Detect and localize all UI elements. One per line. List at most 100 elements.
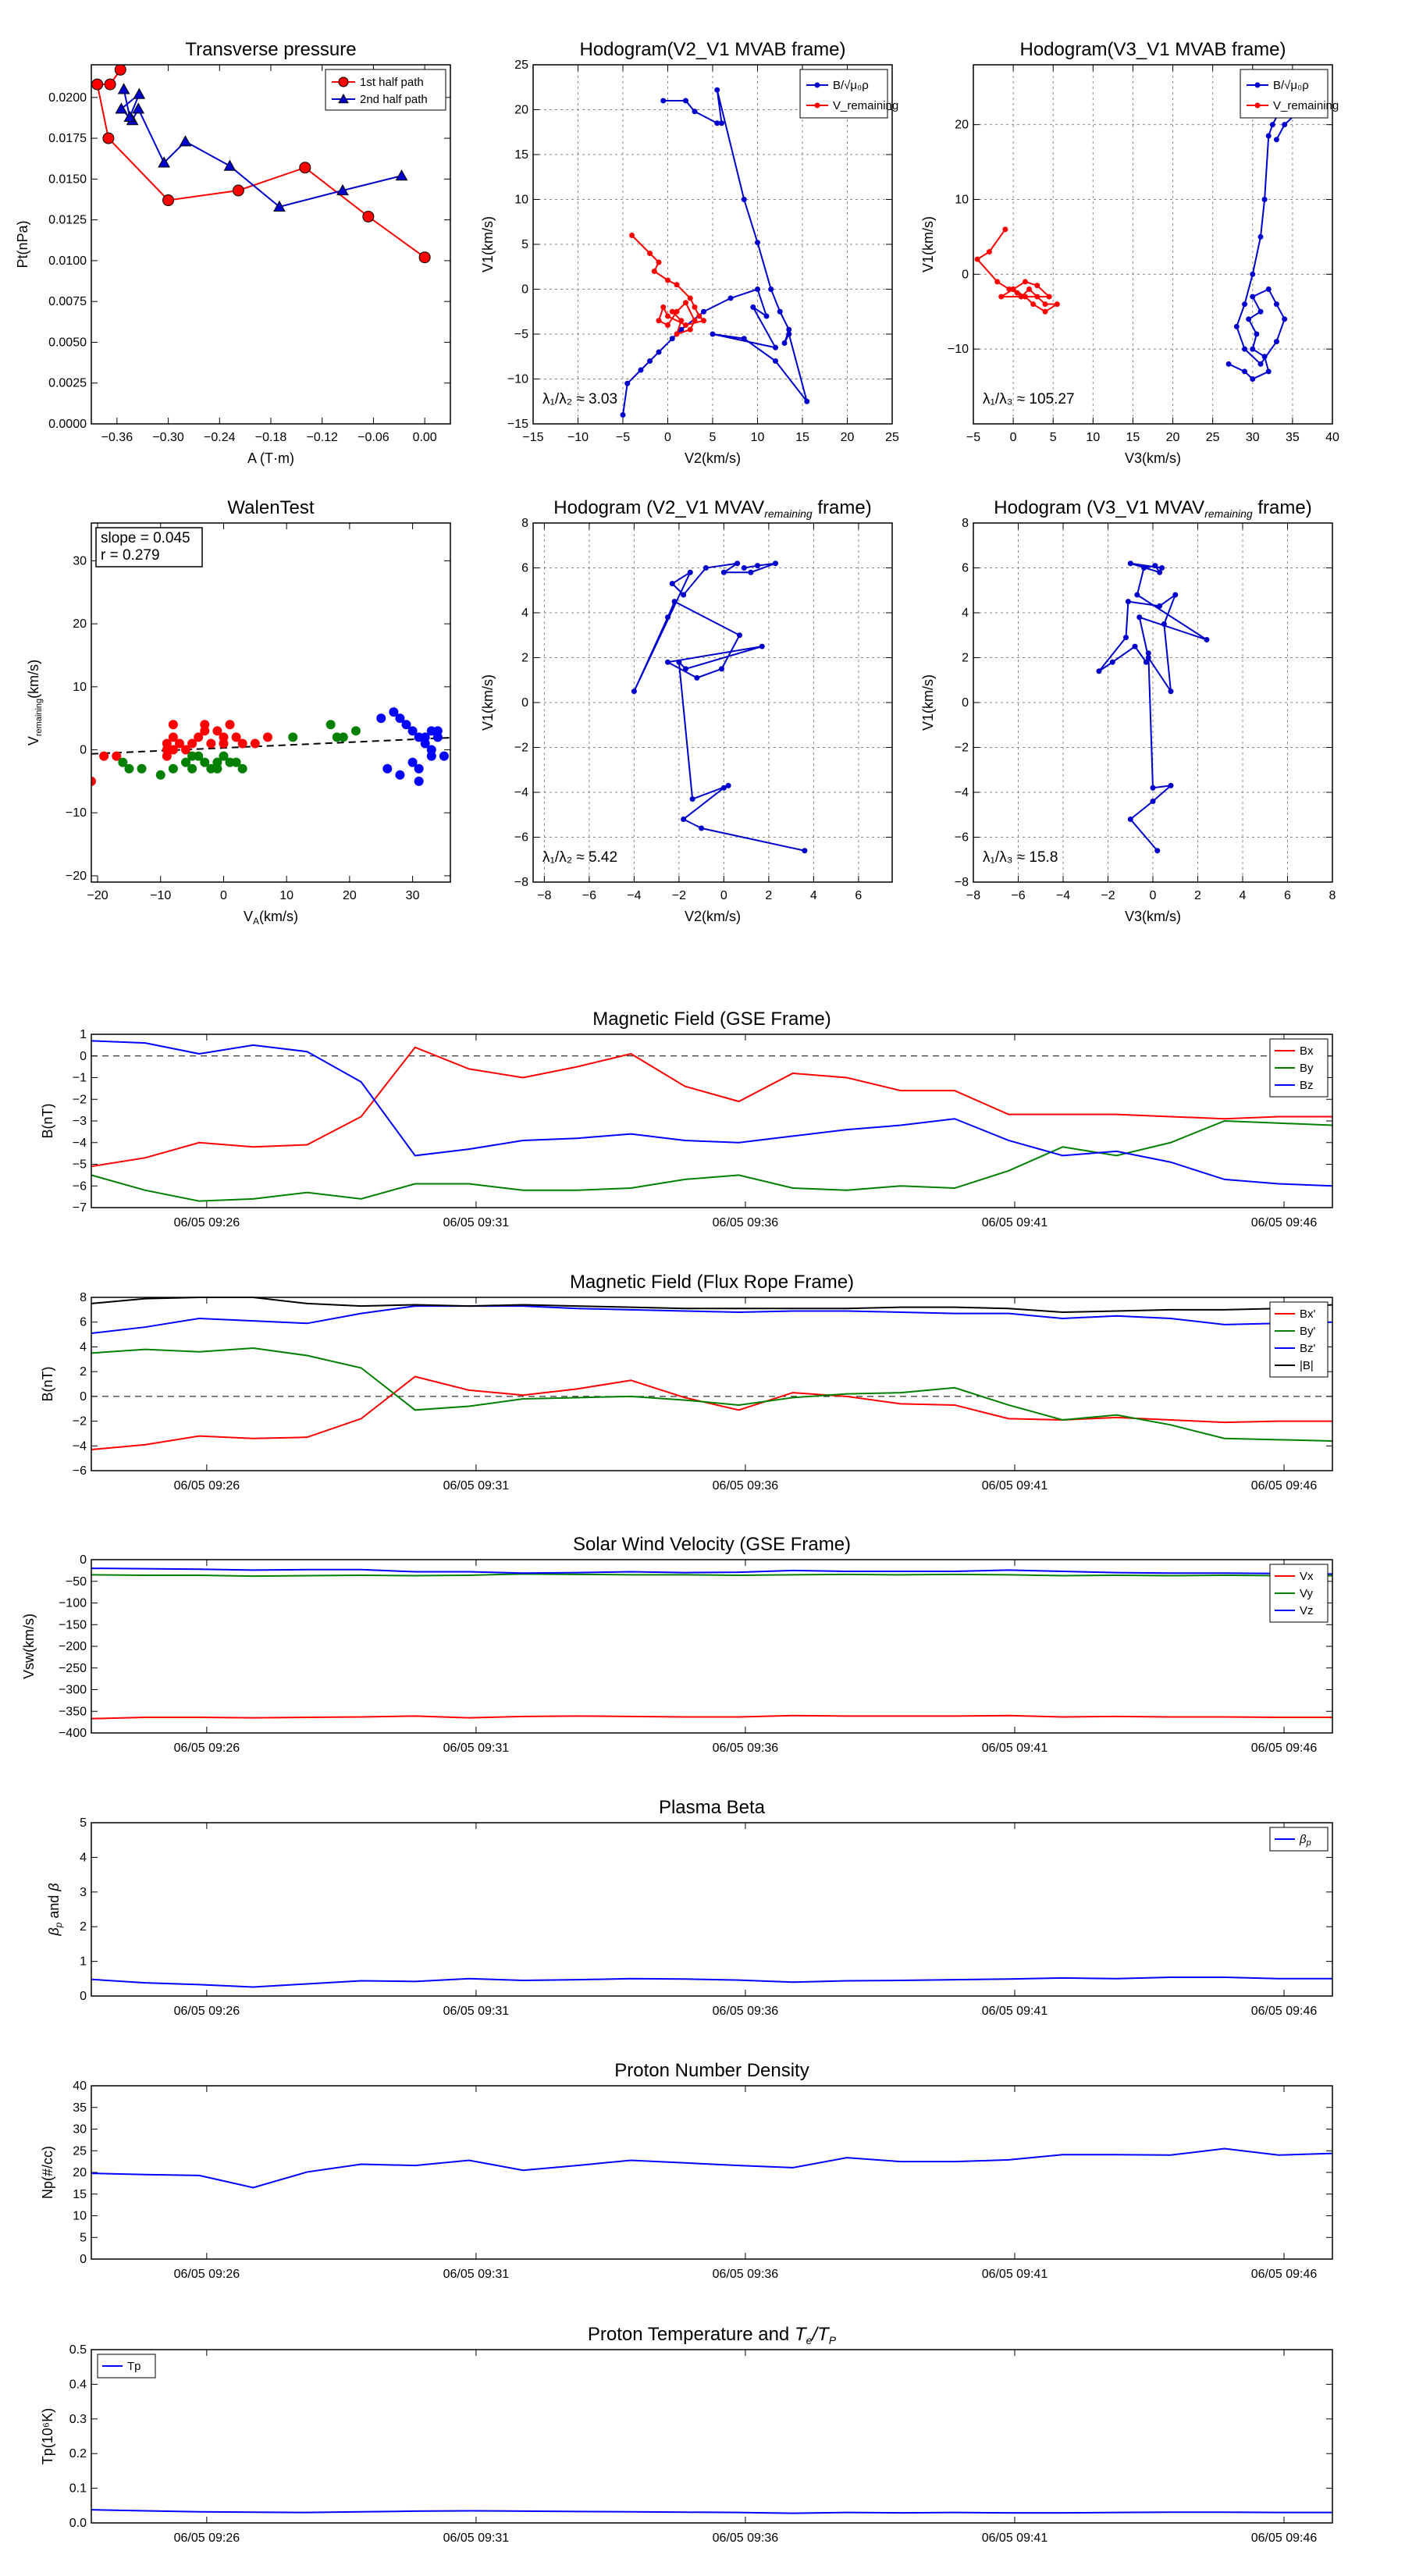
data-point [1125,599,1131,605]
data-point [665,614,670,621]
data-point [124,763,134,774]
data-point [692,304,698,310]
data-point [1143,659,1149,665]
data-point [755,286,760,292]
series-line [91,1305,1333,1334]
y-axis-title: βp and β [46,1883,64,1936]
data-point [748,569,754,575]
y-tick-label: 0.0200 [48,91,87,105]
y-tick-label: 30 [73,2123,87,2137]
x-axis-title: V2(km/s) [685,450,741,466]
y-tick-label: 0.0050 [48,336,87,349]
y-axis-title: Vsw(km/s) [21,1614,37,1679]
x-tick-label: 06/05 09:36 [713,2532,779,2545]
legend-stat: slope = 0.045 [101,530,190,546]
data-point [669,336,675,342]
data-point [1250,346,1256,352]
data-point [200,726,210,736]
fit-line [91,737,451,755]
plot-title: Hodogram (V3_V1 MVAVremaining frame) [994,497,1311,520]
y-tick-label: 0.0150 [48,173,87,186]
y-tick-label: −4 [73,1137,87,1150]
data-point [414,763,424,774]
data-point [132,102,145,114]
title-main: Transverse pressure [185,39,356,60]
y-tick-label: 5 [80,1816,87,1830]
data-point [741,565,747,571]
chart-transverse-pressure: −0.36 −0.30 −0.24 −0.18 −0.12 −0.06 0.00 0.0000… [15,39,451,466]
x-tick-label: 06/05 09:36 [713,1742,779,1755]
data-point [1018,294,1024,300]
data-point [1261,354,1268,360]
data-point [350,726,361,736]
data-point [660,304,667,310]
data-point [187,751,197,761]
title-subscript: remaining [764,507,813,520]
x-axis-title: V3(km/s) [1125,450,1181,466]
x-tick-label: 06/05 09:41 [982,1479,1048,1493]
data-point [206,738,216,749]
data-point [1257,361,1264,367]
y-tick-label: 15 [73,2188,87,2201]
y-tick-label: 20 [955,119,969,132]
data-point [1096,668,1102,674]
x-tick-label: −5 [616,431,630,444]
y-tick-label: 10 [73,2210,87,2223]
x-tick-label: 06/05 09:31 [443,2532,510,2545]
y-tick-label: 0.0000 [48,418,87,431]
legend-label: B/√μ₀ρ [1273,79,1309,92]
data-point [1014,290,1020,296]
y-tick-label: 1 [80,1028,87,1041]
y-tick-label: 15 [514,148,528,162]
data-point [656,349,662,355]
series-line [976,229,1060,313]
data-point [974,256,980,262]
x-tick-label: 06/05 09:46 [1251,1479,1318,1493]
y-tick-label: −300 [59,1684,87,1697]
x-tick-label: −0.24 [204,431,236,444]
data-point [1265,368,1272,375]
x-tick-label: −8 [537,889,551,902]
data-point [1254,82,1261,88]
data-point [414,776,424,786]
y-tick-label: 0 [80,744,87,757]
x-tick-label: 06/05 09:36 [713,1216,779,1229]
y-tick-label: −4 [955,786,969,799]
data-point [687,295,693,301]
y-axis-title: B(nT) [40,1367,55,1402]
data-point [168,732,178,742]
y-tick-label: −1 [73,1072,87,1085]
y-tick-label: −3 [73,1115,87,1128]
data-point [1150,799,1156,804]
x-tick-label: −0.12 [306,431,338,444]
data-point [99,751,109,761]
data-point [1030,301,1037,308]
data-point [162,194,175,207]
x-tick-label: −8 [966,889,980,902]
plot-title: Hodogram (V2_V1 MVAVremaining frame) [553,497,871,520]
x-tick-label: −5 [966,431,980,444]
series-line [91,2147,1333,2189]
data-point [401,720,411,730]
chart-solar-wind-velocity: 06/05 09:26 06/05 09:31 06/05 09:36 06/05 0… [21,1534,1333,1755]
plot-frame [91,1559,1333,1734]
legend-label: Bz [1300,1079,1314,1092]
legend-label: By' [1300,1325,1316,1338]
data-point [638,367,644,373]
data-point [656,318,662,324]
x-tick-label: 4 [810,889,817,902]
plot-area [974,91,1311,382]
y-tick-label: −10 [948,343,969,356]
y-tick-label: 5 [521,238,528,251]
data-point [1265,286,1272,292]
y-axis-title: V1(km/s) [480,216,496,272]
series-line [91,1347,1333,1442]
data-point [624,380,631,386]
data-point [1034,283,1040,289]
x-tick-label: −4 [1056,889,1070,902]
y-tick-label: −2 [955,742,969,755]
data-point [687,569,693,575]
data-point [755,240,760,246]
chart-hodogram-v3-v1-mvav: −8 −6 −4 −2 0 2 4 6 8 −8 −6 −4 −2 0 2 4 6 8 Hodogram (V3_V… [920,497,1336,924]
